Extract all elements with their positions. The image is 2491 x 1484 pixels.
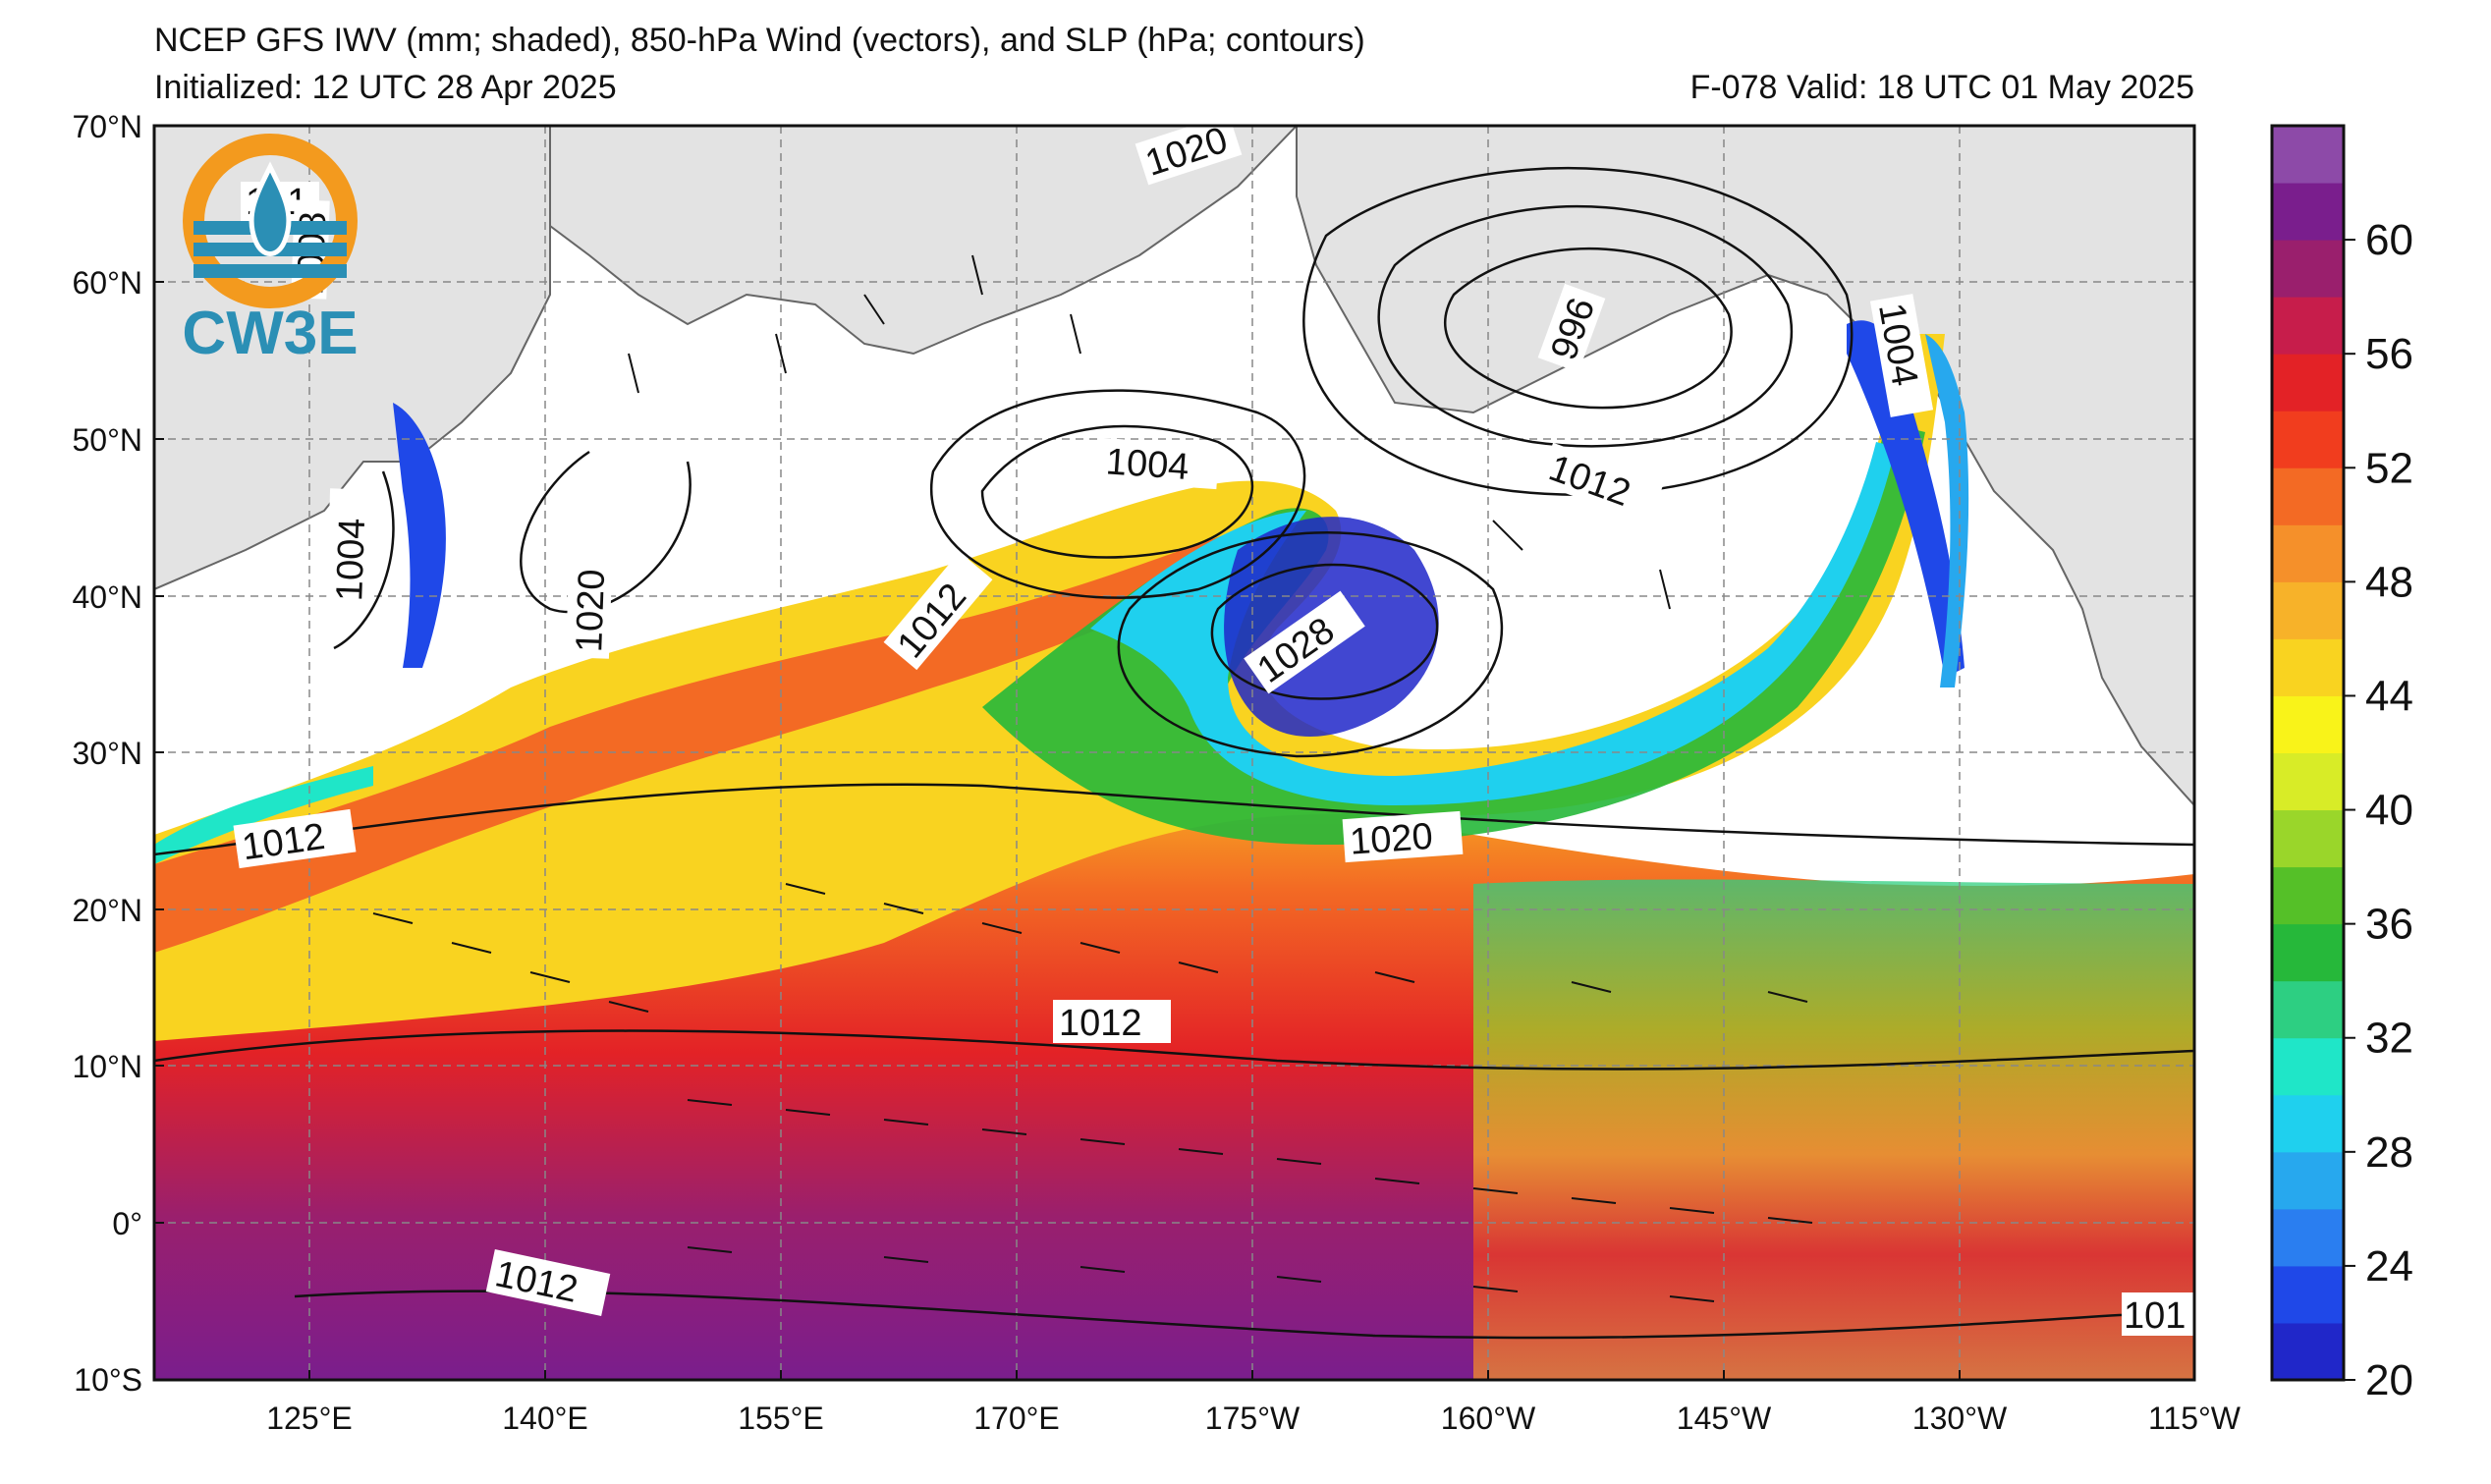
ar-cyan-edge (1090, 442, 1896, 805)
colorbar-swatch (2272, 980, 2344, 1039)
slp-contours (154, 167, 2194, 1340)
logo-text: CW3E (182, 300, 358, 367)
east-pacific-iwv (1473, 879, 2194, 1380)
colorbar-swatch (2272, 695, 2344, 753)
slp-1020-south: 1020 (1349, 816, 1434, 863)
western-edge-cyan (154, 766, 373, 864)
colorbar-swatch (2272, 354, 2344, 412)
colorbar-swatch (2272, 866, 2344, 925)
colorbar-tick-label: 44 (2365, 672, 2413, 720)
colorbar-swatch (2272, 411, 2344, 468)
japan-ar-blue (393, 403, 446, 668)
lat-label: 60°N (73, 265, 143, 301)
slp-1012-tropical: 1012 (1059, 1003, 1142, 1044)
colorbar-swatch (2272, 1208, 2344, 1267)
coastal-ar-cyan (1925, 334, 1969, 687)
slp-101-east: 101 (2124, 1295, 2186, 1337)
colorbar-tick-label: 40 (2365, 787, 2413, 835)
colorbar-swatch (2272, 240, 2344, 298)
lon-label: 145°W (1677, 1401, 1772, 1436)
lat-label: 70°N (73, 109, 143, 144)
initialized-time: Initialized: 12 UTC 28 Apr 2025 (154, 69, 617, 106)
colorbar-frame (2270, 124, 2346, 1382)
slp-1020-japan: 1020 (569, 569, 613, 653)
colorbar-swatch (2272, 581, 2344, 639)
colorbar-tick-label: 52 (2365, 444, 2413, 492)
lon-label: 140°E (502, 1401, 588, 1436)
lat-label: 10°N (73, 1049, 143, 1084)
colorbar-swatch (2272, 126, 2344, 184)
colorbar-tick-label: 28 (2365, 1128, 2413, 1177)
cw3e-logo: CW3E (182, 134, 359, 367)
colorbar-swatch (2272, 1322, 2344, 1381)
slp-1004-japan: 1004 (329, 518, 373, 602)
colorbar-swatch (2272, 1151, 2344, 1210)
valid-time: F-078 Valid: 18 UTC 01 May 2025 (1689, 69, 2194, 106)
slp-1004-low: 1004 (1105, 441, 1190, 488)
siberia-landmass (549, 126, 1299, 356)
ar-core (154, 530, 1267, 953)
lat-label: 50°N (73, 422, 143, 458)
latitude-axis: 70°N 60°N 50°N 40°N 30°N 20°N 10°N 0° 10… (73, 109, 164, 1398)
colorbar-tick-label: 36 (2365, 901, 2413, 949)
lon-label: 160°W (1441, 1401, 1536, 1436)
wind-barbs (372, 254, 1813, 1302)
colorbar-swatch (2272, 467, 2344, 525)
lon-label: 130°W (1912, 1401, 2008, 1436)
water-drop-icon (249, 161, 292, 256)
colorbar-swatch (2272, 752, 2344, 811)
lat-label: 10°S (74, 1362, 142, 1398)
colorbar-swatch (2272, 183, 2344, 241)
lat-label: 40°N (73, 579, 143, 615)
north-america-landmass (1296, 126, 2194, 807)
lat-label: 30°N (73, 736, 143, 771)
lat-label: 0° (112, 1206, 142, 1241)
colorbar-swatch (2272, 1037, 2344, 1096)
colorbar-swatch (2272, 524, 2344, 582)
colorbar-swatch (2272, 809, 2344, 868)
longitude-axis: 125°E 140°E 155°E 170°E 175°W 160°W 145°… (266, 1370, 2242, 1436)
colorbar-tick-label: 60 (2365, 216, 2413, 264)
lon-label: 155°E (738, 1401, 824, 1436)
lat-label: 20°N (73, 893, 143, 928)
colorbar-swatch (2272, 638, 2344, 696)
colorbar-swatch (2272, 923, 2344, 982)
map-title: NCEP GFS IWV (mm; shaded), 850-hPa Wind … (154, 22, 1365, 59)
lon-label: 125°E (266, 1401, 353, 1436)
colorbar-tick-label: 48 (2365, 558, 2413, 606)
coastal-ar-blue (1847, 320, 1965, 678)
colorbar-swatch (2272, 297, 2344, 355)
lon-label: 115°W (2148, 1401, 2242, 1436)
colorbar-swatch (2272, 1265, 2344, 1324)
colorbar-tick-label: 20 (2365, 1356, 2413, 1404)
colorbar-swatch (2272, 1094, 2344, 1153)
iwv-colorbar (2270, 124, 2346, 1382)
lon-label: 175°W (1205, 1401, 1301, 1436)
graticule (154, 126, 2194, 1380)
colorbar-tick-label: 32 (2365, 1015, 2413, 1063)
colorbar-tick-label: 24 (2365, 1242, 2413, 1291)
colorbar-tick-label: 56 (2365, 330, 2413, 378)
lon-label: 170°E (973, 1401, 1060, 1436)
map-field: 1020 1012 1004 996 1012 1004 1004 1020 1… (154, 126, 2194, 1380)
colorbar-ticks: 20 24 28 32 36 40 44 48 52 56 60 (2344, 216, 2413, 1404)
